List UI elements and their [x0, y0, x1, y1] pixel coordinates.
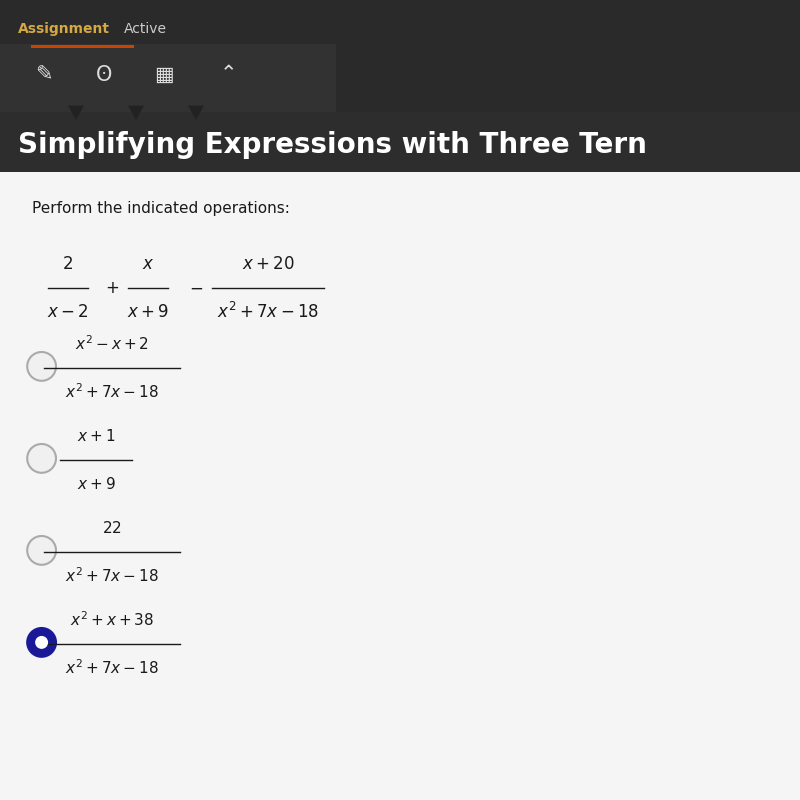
Text: $x-2$: $x-2$	[47, 303, 89, 321]
FancyBboxPatch shape	[0, 44, 336, 112]
Text: Assignment: Assignment	[18, 22, 110, 35]
Text: ⌃: ⌃	[219, 65, 237, 85]
Polygon shape	[68, 106, 84, 120]
Text: $x+20$: $x+20$	[242, 255, 294, 273]
Text: $2$: $2$	[62, 255, 74, 273]
Text: $x^2+7x-18$: $x^2+7x-18$	[217, 302, 319, 322]
FancyBboxPatch shape	[0, 172, 800, 800]
Text: $x+9$: $x+9$	[77, 476, 115, 492]
Text: Perform the indicated operations:: Perform the indicated operations:	[32, 201, 290, 215]
Circle shape	[27, 444, 56, 473]
Circle shape	[27, 352, 56, 381]
Polygon shape	[128, 106, 144, 120]
Text: $-$: $-$	[189, 279, 203, 297]
Polygon shape	[188, 106, 204, 120]
FancyBboxPatch shape	[0, 0, 800, 44]
Text: $22$: $22$	[102, 520, 122, 536]
Text: Simplifying Expressions with Three Tern: Simplifying Expressions with Three Tern	[18, 131, 646, 159]
Text: ▦: ▦	[154, 65, 174, 85]
Text: ✎: ✎	[35, 65, 53, 85]
Circle shape	[35, 636, 48, 649]
Text: $x^2+7x-18$: $x^2+7x-18$	[65, 658, 159, 678]
Circle shape	[27, 536, 56, 565]
Text: ʘ: ʘ	[96, 65, 112, 85]
Text: $x^2-x+2$: $x^2-x+2$	[75, 334, 149, 354]
Circle shape	[27, 628, 56, 657]
Text: $x^2+x+38$: $x^2+x+38$	[70, 610, 154, 630]
Text: $x$: $x$	[142, 255, 154, 273]
Text: $x^2+7x-18$: $x^2+7x-18$	[65, 382, 159, 402]
Text: $x+1$: $x+1$	[77, 428, 115, 444]
Text: $x^2+7x-18$: $x^2+7x-18$	[65, 566, 159, 586]
FancyBboxPatch shape	[0, 112, 800, 172]
Text: $+$: $+$	[105, 279, 119, 297]
Text: Active: Active	[124, 22, 167, 35]
Text: $x+9$: $x+9$	[127, 303, 169, 321]
